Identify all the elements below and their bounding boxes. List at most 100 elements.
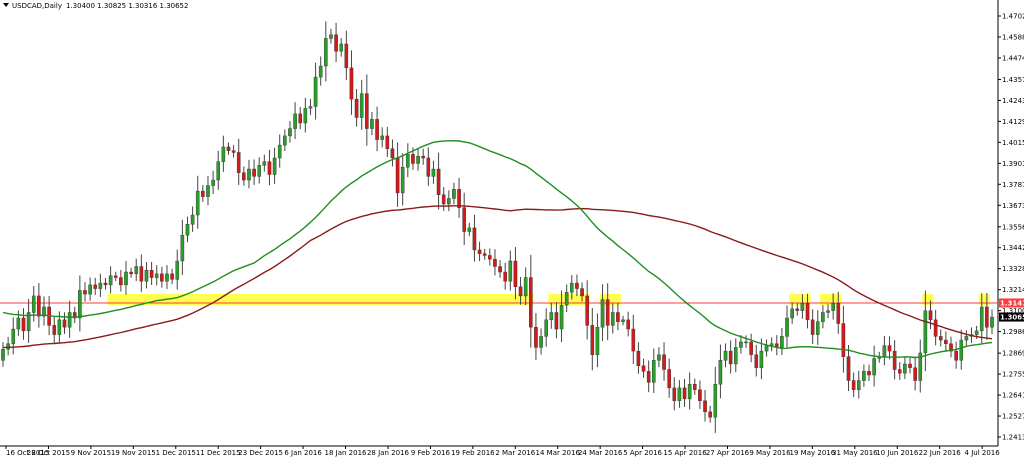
candle-body xyxy=(733,347,738,365)
candle-body xyxy=(718,360,723,385)
time-tick-label: 9 Feb 2016 xyxy=(411,449,451,457)
candle xyxy=(349,50,354,115)
candle-body xyxy=(426,157,431,177)
candle-body xyxy=(872,358,876,376)
candle xyxy=(600,284,605,342)
price-tick-label: 1.34420 xyxy=(1002,244,1024,252)
time-tick-label: 19 Nov 2015 xyxy=(111,449,156,457)
candle-body xyxy=(687,384,692,400)
candle xyxy=(826,304,830,319)
candle-body xyxy=(31,295,36,313)
candle xyxy=(334,22,338,63)
candle-body xyxy=(944,339,948,344)
candle-body xyxy=(324,38,328,67)
candle-body xyxy=(149,269,154,278)
candle-body xyxy=(503,271,507,282)
candle-body xyxy=(277,144,282,159)
candle-body xyxy=(441,194,446,205)
price-tick-label: 1.24130 xyxy=(1002,434,1024,442)
candle xyxy=(293,102,297,140)
time-tick-label: 4 Jul 2016 xyxy=(965,449,1001,457)
candle xyxy=(247,159,251,189)
candle xyxy=(231,145,236,158)
candle-body xyxy=(175,260,180,280)
candle xyxy=(821,305,825,329)
candle-body xyxy=(595,326,600,355)
candle-body xyxy=(395,157,400,194)
candle-body xyxy=(846,356,851,381)
candle-body xyxy=(841,323,846,357)
candle xyxy=(160,266,164,288)
candle xyxy=(78,275,82,332)
candle xyxy=(570,274,574,300)
candle xyxy=(923,290,928,372)
candle-body xyxy=(780,336,784,348)
candle-body xyxy=(938,336,943,341)
candle xyxy=(739,335,743,354)
candle-body xyxy=(903,363,907,374)
candle xyxy=(493,249,497,276)
candle xyxy=(52,315,57,343)
candle-body xyxy=(949,343,953,352)
candle xyxy=(277,134,282,168)
candle xyxy=(523,267,528,306)
candle-body xyxy=(677,387,682,401)
candle xyxy=(529,254,533,348)
time-tick-label: 24 Mar 2016 xyxy=(578,449,623,457)
candle-body xyxy=(892,350,897,370)
candle-body xyxy=(272,157,277,175)
candle xyxy=(272,147,277,184)
price-tick-label: 1.26410 xyxy=(1002,392,1024,400)
time-tick-label: 22 Jun 2016 xyxy=(919,449,962,457)
candle xyxy=(662,342,666,381)
candle-body xyxy=(103,282,108,286)
candle xyxy=(21,308,26,340)
candle xyxy=(933,309,938,346)
time-tick-label: 28 Oct 2015 xyxy=(27,449,70,457)
candle-body xyxy=(226,146,231,151)
candle xyxy=(554,302,559,339)
candle xyxy=(698,380,702,410)
candle-body xyxy=(974,330,979,335)
candle xyxy=(339,38,344,57)
collapse-triangle-icon[interactable] xyxy=(3,3,9,7)
time-tick-label: 27 Apr 2016 xyxy=(706,449,750,457)
candle xyxy=(651,348,656,394)
candle-body xyxy=(754,354,759,368)
candle xyxy=(590,308,595,371)
candle xyxy=(216,150,221,190)
candle-body xyxy=(610,312,615,326)
candle xyxy=(206,175,210,206)
candle xyxy=(1,342,5,367)
candle-body xyxy=(211,179,215,186)
candle-body xyxy=(93,284,98,289)
candle xyxy=(631,314,636,364)
candle-body xyxy=(206,185,210,197)
candle xyxy=(616,303,620,331)
resistance-touch-highlight xyxy=(819,293,842,305)
candle-body xyxy=(72,312,77,319)
candle-body xyxy=(708,411,712,418)
candle xyxy=(636,342,641,374)
resistance-touch-highlight xyxy=(548,293,591,305)
candle xyxy=(201,185,205,203)
candle-body xyxy=(575,282,579,289)
candle-body xyxy=(657,354,661,361)
candle-body xyxy=(590,325,595,355)
candle-body xyxy=(144,269,149,282)
candle xyxy=(944,331,948,352)
candle-body xyxy=(242,172,246,181)
candle xyxy=(252,159,256,185)
price-tick-label: 1.25270 xyxy=(1002,413,1024,421)
price-tick-label: 1.45880 xyxy=(1002,33,1024,41)
candle-body xyxy=(380,135,385,140)
candle-body xyxy=(139,266,144,282)
candle-body xyxy=(236,152,241,173)
candle xyxy=(918,339,923,393)
candle-body xyxy=(26,312,31,332)
candle-body xyxy=(605,299,610,326)
candle-body xyxy=(421,155,425,159)
candle-body xyxy=(908,363,912,368)
